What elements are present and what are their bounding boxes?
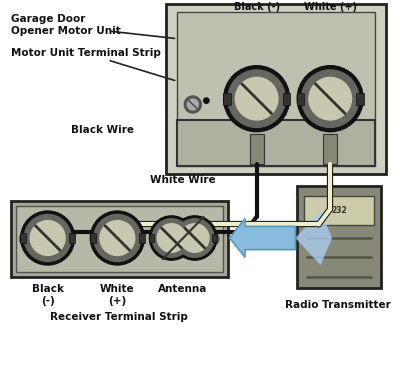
Circle shape [149, 216, 194, 260]
FancyBboxPatch shape [172, 234, 177, 242]
Text: White Wire: White Wire [150, 175, 216, 185]
Text: Motor Unit Terminal Strip: Motor Unit Terminal Strip [11, 48, 161, 58]
Polygon shape [230, 219, 295, 257]
Circle shape [235, 77, 278, 120]
Polygon shape [295, 211, 332, 265]
Circle shape [157, 224, 186, 252]
FancyBboxPatch shape [356, 93, 364, 104]
Circle shape [152, 219, 191, 257]
FancyBboxPatch shape [139, 233, 145, 243]
FancyBboxPatch shape [297, 93, 304, 104]
Circle shape [173, 216, 217, 260]
Text: Radio Transmitter: Radio Transmitter [285, 300, 391, 310]
Text: (-): (-) [41, 296, 54, 306]
Circle shape [228, 70, 285, 127]
Circle shape [21, 211, 75, 265]
Text: Black Wire: Black Wire [71, 125, 134, 135]
FancyBboxPatch shape [283, 93, 290, 104]
FancyBboxPatch shape [16, 206, 223, 272]
FancyBboxPatch shape [189, 234, 194, 242]
FancyBboxPatch shape [323, 134, 337, 164]
FancyBboxPatch shape [20, 233, 26, 243]
Circle shape [184, 96, 201, 113]
Circle shape [204, 98, 209, 103]
Text: White: White [100, 284, 135, 295]
FancyBboxPatch shape [177, 120, 375, 166]
Circle shape [30, 221, 65, 255]
Circle shape [100, 221, 135, 255]
FancyBboxPatch shape [250, 134, 264, 164]
FancyBboxPatch shape [223, 93, 230, 104]
FancyBboxPatch shape [177, 12, 375, 166]
Text: 232: 232 [331, 206, 347, 215]
Circle shape [180, 224, 209, 252]
Text: White (+): White (+) [304, 2, 357, 12]
Text: Antenna: Antenna [158, 284, 208, 295]
FancyBboxPatch shape [297, 186, 380, 288]
Circle shape [297, 66, 363, 132]
Circle shape [187, 99, 198, 110]
Circle shape [224, 66, 290, 132]
FancyBboxPatch shape [69, 233, 75, 243]
Circle shape [24, 214, 71, 262]
Text: Receiver Terminal Strip: Receiver Terminal Strip [50, 312, 188, 322]
FancyBboxPatch shape [212, 234, 217, 242]
Circle shape [94, 214, 141, 262]
Text: Garage Door
Opener Motor Unit: Garage Door Opener Motor Unit [11, 14, 121, 36]
FancyBboxPatch shape [304, 196, 374, 225]
Circle shape [90, 211, 144, 265]
Text: Black (-): Black (-) [234, 2, 280, 12]
FancyBboxPatch shape [149, 234, 154, 242]
Circle shape [309, 77, 352, 120]
FancyBboxPatch shape [166, 4, 386, 174]
Text: Black: Black [32, 284, 64, 295]
Circle shape [176, 219, 214, 257]
Circle shape [210, 236, 216, 242]
Circle shape [207, 233, 219, 245]
Text: (+): (+) [108, 296, 126, 306]
Circle shape [302, 70, 359, 127]
FancyBboxPatch shape [90, 233, 96, 243]
FancyBboxPatch shape [11, 201, 228, 277]
Circle shape [22, 236, 29, 242]
Circle shape [20, 233, 32, 245]
